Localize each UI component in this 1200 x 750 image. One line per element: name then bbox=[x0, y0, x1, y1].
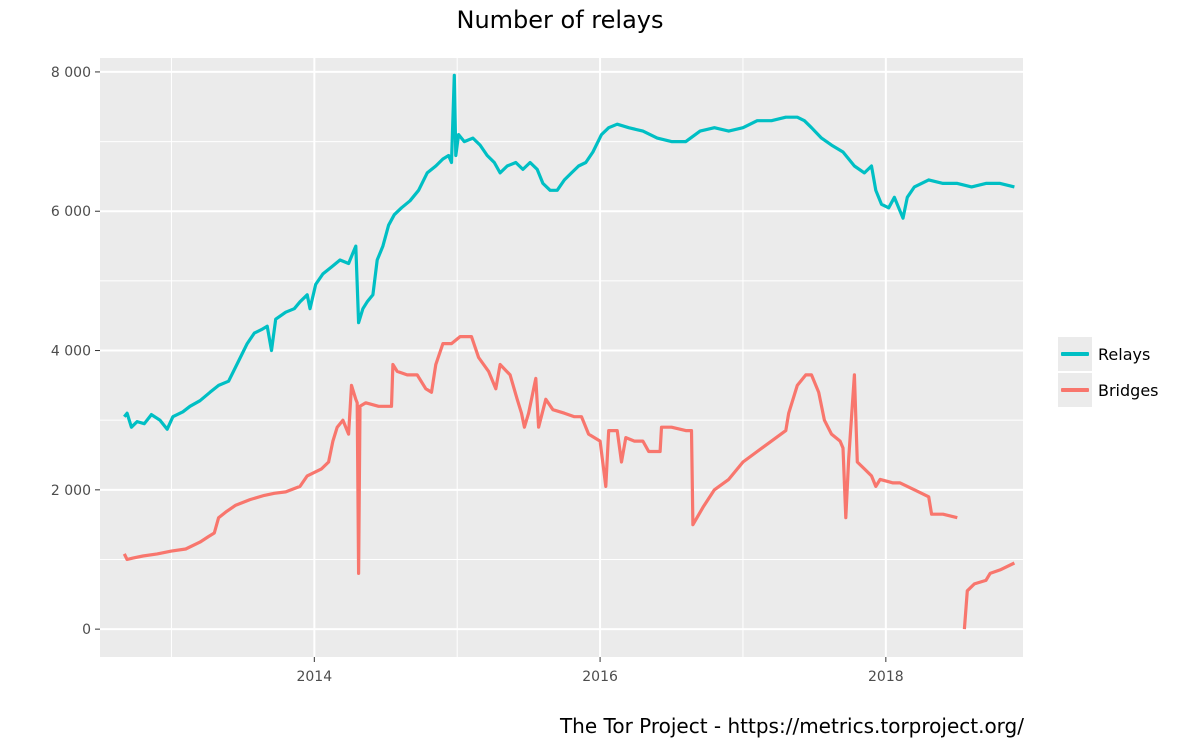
y-tick-label: 2 000 bbox=[51, 483, 91, 499]
series-line-relays bbox=[123, 73, 1015, 431]
y-tick-label: 0 bbox=[82, 622, 91, 638]
series-layer bbox=[122, 73, 1016, 630]
legend-key-bridges bbox=[1058, 373, 1092, 407]
chart-title: Number of relays bbox=[456, 6, 664, 34]
plot-panel bbox=[100, 58, 1023, 657]
major-gridlines bbox=[100, 58, 1023, 657]
series-line-bridges bbox=[962, 561, 1016, 630]
legend-label-relays: Relays bbox=[1098, 344, 1151, 364]
chart-caption: The Tor Project - https://metrics.torpro… bbox=[559, 714, 1024, 738]
legend-key-relays bbox=[1058, 337, 1092, 371]
y-tick-label: 4 000 bbox=[51, 344, 91, 360]
legend: Relays Bridges bbox=[1058, 336, 1159, 408]
legend-item-relays: Relays bbox=[1058, 336, 1159, 372]
minor-gridlines bbox=[100, 58, 1023, 657]
y-tick-label: 8 000 bbox=[51, 65, 91, 81]
x-tick-label: 2014 bbox=[296, 669, 332, 685]
x-tick-label: 2016 bbox=[582, 669, 618, 685]
legend-label-bridges: Bridges bbox=[1098, 380, 1159, 400]
x-tick-label: 2018 bbox=[868, 669, 904, 685]
series-line-bridges bbox=[122, 335, 958, 575]
y-axis: 0 2 000 4 000 6 000 8 000 bbox=[51, 65, 100, 638]
x-axis: 2014 2016 2018 bbox=[296, 657, 904, 685]
legend-item-bridges: Bridges bbox=[1058, 372, 1159, 408]
y-tick-label: 6 000 bbox=[51, 204, 91, 220]
